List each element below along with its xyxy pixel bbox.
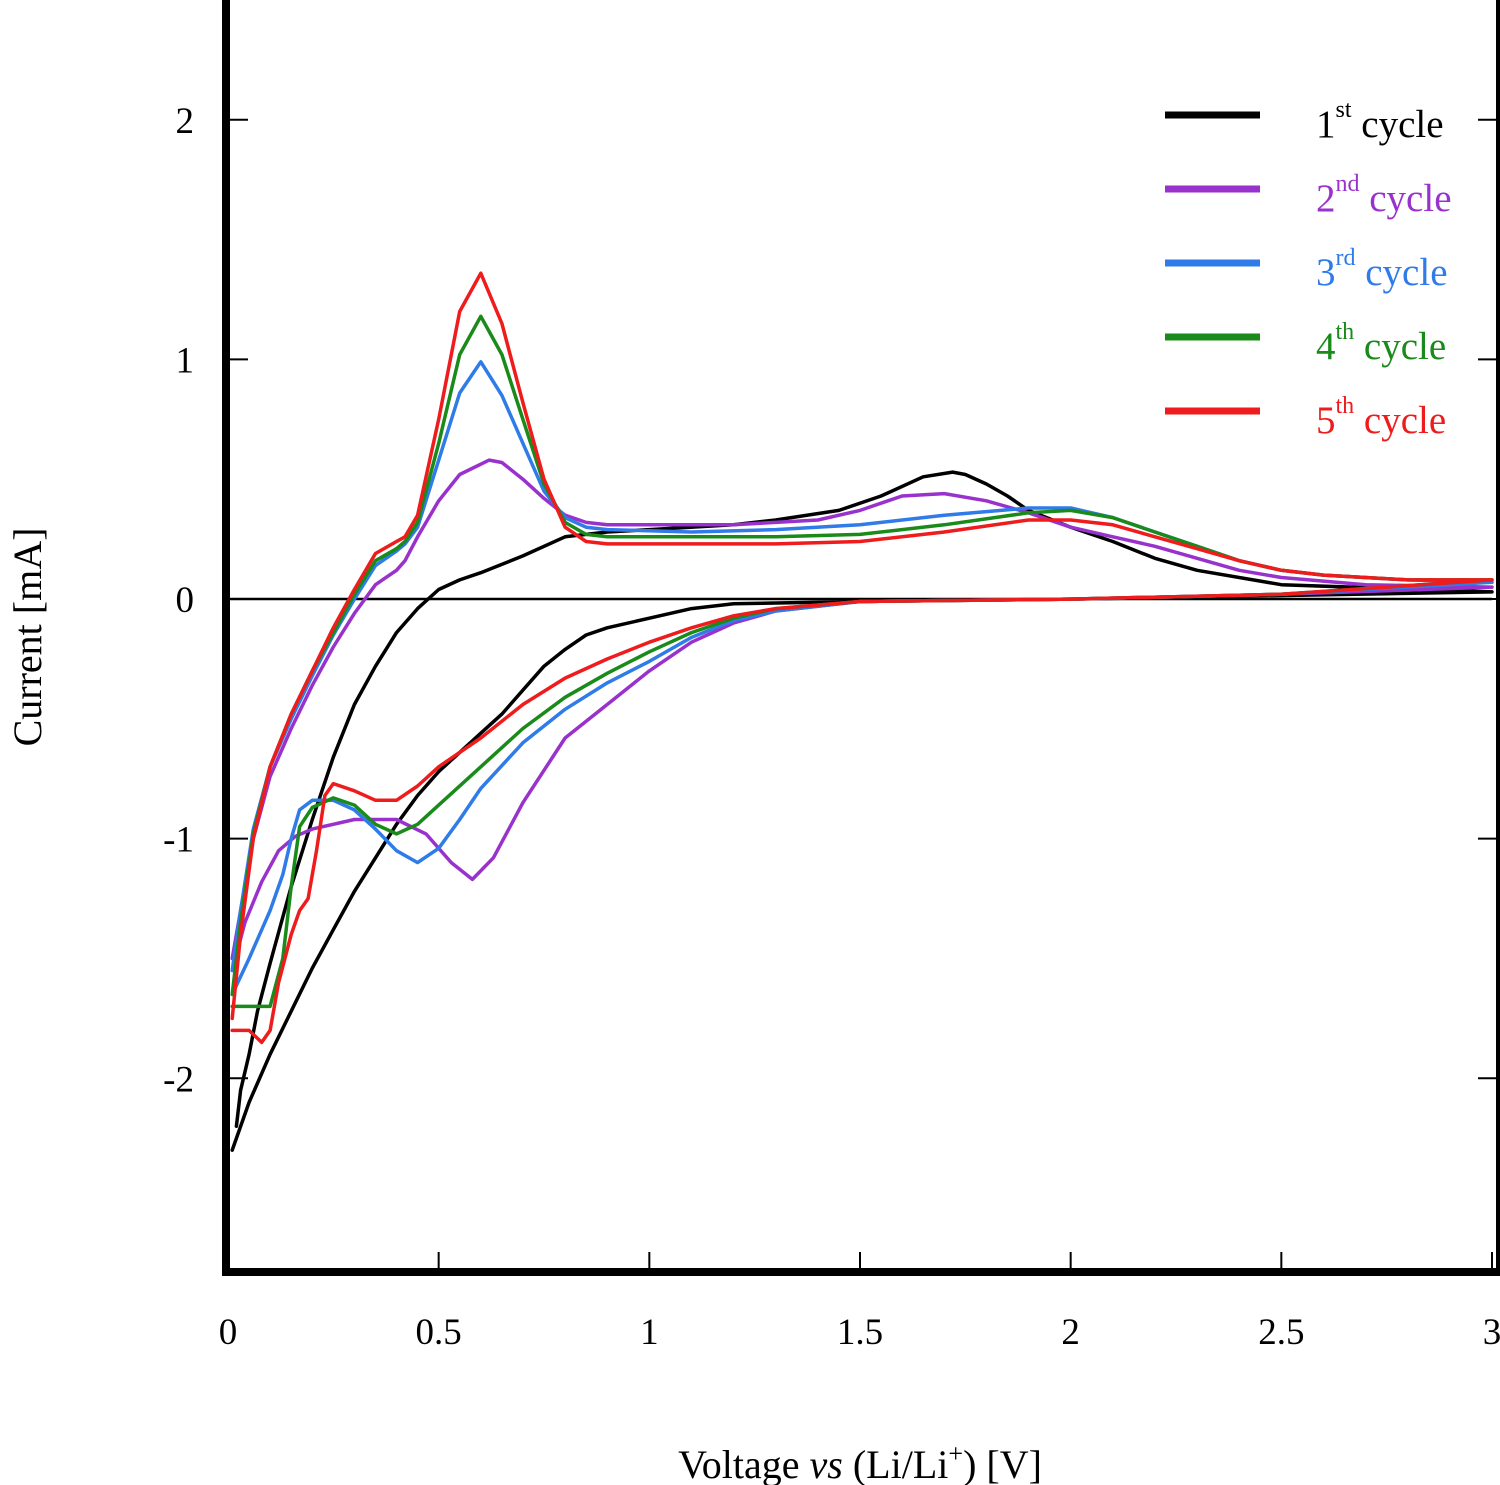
x-tick-label: 1 [640,1312,659,1353]
x-axis-title-italic: vs [810,1442,843,1485]
x-tick-label: 0 [219,1312,238,1353]
series-line-2 [230,458,1494,973]
x-axis-title-post: ) [V] [963,1442,1042,1485]
series-line-5 [230,271,1494,1045]
legend-label-5: 5th cycle [1316,393,1446,442]
x-tick-label: 2.5 [1258,1312,1304,1353]
y-axis-ticks: -2 -1 0 1 2 [163,101,1496,1100]
legend: 1st cycle 2nd cycle 3rd cycle 4th cycle 5th … [1165,97,1452,442]
y-tick-label: 0 [176,580,195,621]
x-tick-label: 0.5 [416,1312,462,1353]
x-axis-title: Voltage vs (Li/Li+) [V] [678,1439,1042,1485]
legend-label-2: 2nd cycle [1316,171,1452,220]
x-tick-label: 3 [1483,1312,1500,1353]
y-tick-label: -2 [163,1059,194,1100]
x-axis-title-sup: + [948,1439,963,1468]
y-tick-label: 2 [176,101,195,142]
y-axis-title: Current [mA] [5,528,50,747]
series-line-3 [230,360,1494,997]
x-tick-label: 2 [1061,1312,1080,1353]
x-axis-ticks: 0 0.5 1 1.5 2 2.5 3 [219,1252,1500,1353]
x-axis-title-pre: Voltage [678,1442,809,1485]
y-tick-label: -1 [163,820,194,861]
series-group [230,271,1494,1152]
legend-label-4: 4th cycle [1316,319,1446,368]
x-tick-label: 1.5 [837,1312,883,1353]
legend-label-1: 1st cycle [1316,97,1444,146]
plot-frame [222,0,1500,1276]
y-tick-label: 1 [176,340,195,381]
legend-label-3: 3rd cycle [1316,245,1448,294]
series-line-4 [230,314,1494,1009]
x-axis-title-mid: (Li/Li [843,1442,949,1485]
